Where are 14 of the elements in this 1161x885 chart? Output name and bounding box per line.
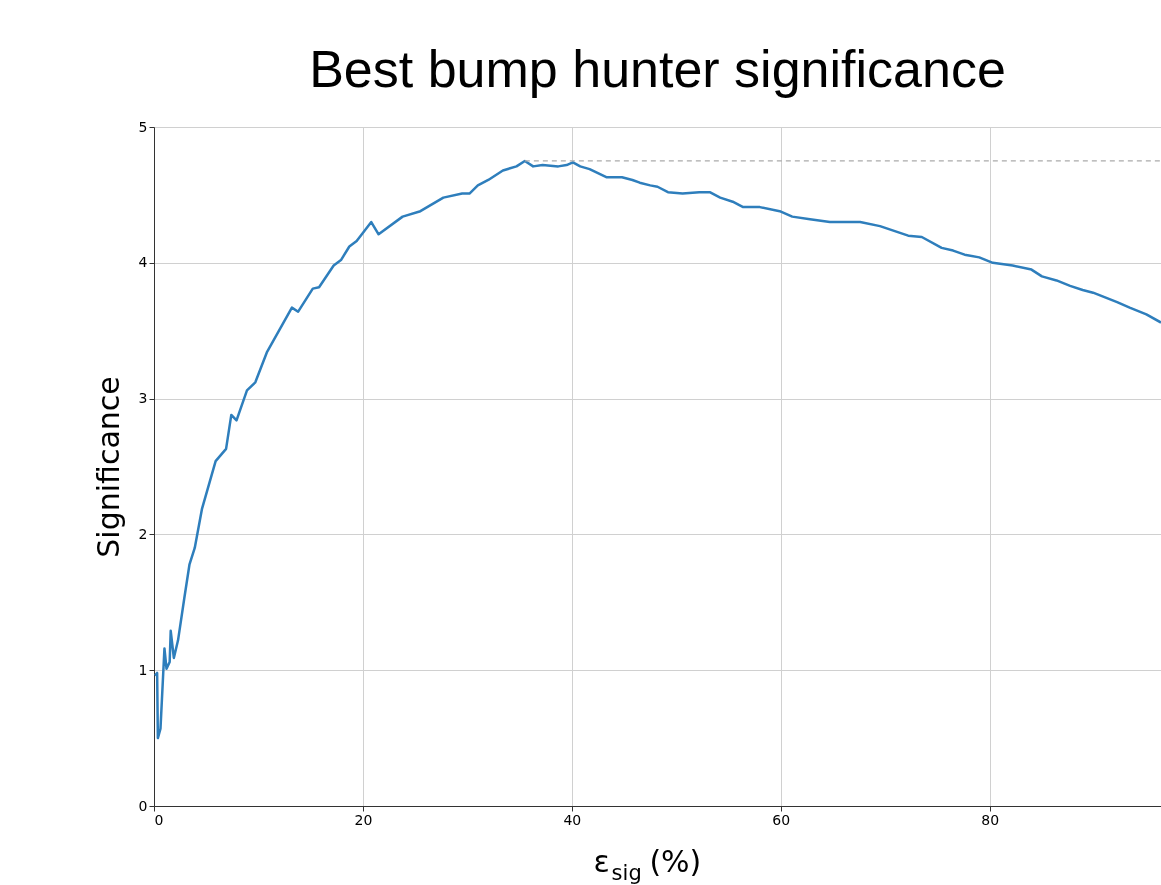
x-tick-label: 60 <box>772 811 791 828</box>
y-tick-label: 3 <box>138 390 148 407</box>
y-tick-label: 5 <box>138 118 148 135</box>
y-axis-title: Significance <box>90 376 126 558</box>
x-tick-label: 20 <box>354 811 373 828</box>
x-tick-label: 40 <box>563 811 582 828</box>
y-tick-label: 1 <box>138 661 148 678</box>
y-tick-label: 2 <box>138 525 148 542</box>
chart-title: Best bump hunter significance <box>309 40 1006 98</box>
y-tick-label: 0 <box>138 797 148 814</box>
y-tick-label: 4 <box>138 254 148 271</box>
x-tick-label: 80 <box>981 811 1000 828</box>
x-tick-label: 0 <box>154 811 164 828</box>
line-series <box>153 159 1161 740</box>
